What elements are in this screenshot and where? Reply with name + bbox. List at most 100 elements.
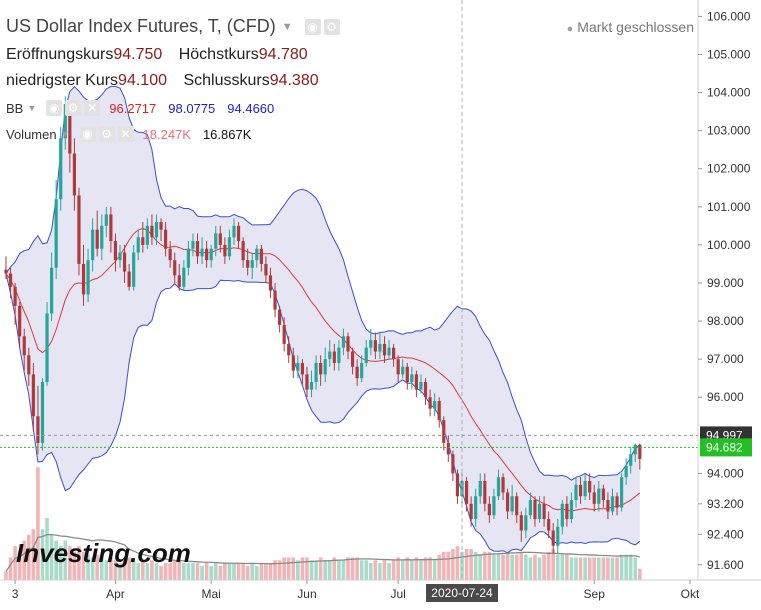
chevron-down-icon[interactable]: ▼ [27,103,37,113]
candle [31,362,35,432]
volume-bar [574,557,578,580]
volume-bar [13,546,17,580]
candle-body [574,484,578,501]
candle [624,458,628,485]
gear-icon[interactable]: ⚙ [323,18,340,35]
candle [341,328,346,356]
price-tick-label: 94.000 [707,466,744,480]
volume-bar [337,560,341,580]
candle [597,480,601,512]
candle [214,225,218,257]
candle-body [442,420,446,443]
candle-body [77,195,81,264]
candle-body [378,343,382,352]
candle [177,263,181,291]
candle [27,347,31,386]
volume-bar [72,551,77,580]
candle-body [68,104,72,154]
eye-icon[interactable]: ◉ [79,126,96,142]
chart-title[interactable]: US Dollar Index Futures, T, (CFD) [6,16,276,36]
volume-bar [583,557,587,580]
volume-bar [610,557,615,580]
candle-body [423,381,428,398]
volume-bar [423,557,428,580]
candle [223,237,227,264]
candle [610,488,615,516]
gear-icon[interactable]: ⚙ [98,126,115,142]
volume-bar [273,560,277,580]
candle [154,214,159,245]
chevron-down-icon[interactable]: ▼ [60,129,70,139]
candle-body [360,362,364,379]
eye-icon[interactable]: ◉ [304,18,321,35]
candlestick-series [4,96,642,554]
candle-body [478,480,482,497]
candle [382,336,387,363]
volume-bar [560,554,565,580]
volume-bar [569,557,574,580]
candle [410,366,414,390]
volume-bar [551,549,555,580]
volume-bar [638,568,642,580]
candle-body [533,500,537,520]
crosshair-date-label: 2020-07-24 [431,586,493,600]
candle-body [182,267,186,287]
volume-bar [227,563,232,580]
candle [556,519,560,554]
close-icon[interactable]: ✕ [117,126,134,142]
chevron-down-icon[interactable]: ▼ [281,20,293,33]
volume-bar [405,557,410,580]
candle-body [382,343,387,356]
candle-body [551,530,555,546]
candle-body [633,444,637,455]
volume-bar [546,551,551,580]
candle [337,340,341,371]
gear-icon[interactable]: ⚙ [65,100,82,116]
volume-bar [95,554,99,580]
candle-body [223,244,227,257]
close-icon[interactable]: ✕ [84,100,101,116]
candle [396,355,400,382]
candle [437,397,441,428]
volume-bar [359,560,364,580]
candle [195,233,200,264]
volume-bar [432,560,437,580]
candle [419,374,423,394]
candle [305,366,309,398]
candle [414,370,418,398]
volume-bar [209,565,213,580]
volume-bar [478,554,483,580]
volume-value-1: 18.247K [142,126,191,142]
candle [323,347,327,382]
volume-bar [68,546,72,580]
candle-body [154,222,159,238]
candle-body [332,351,336,363]
time-axis: 3 Apr Mai Jun Jul Sep Okt [0,579,761,601]
candle-body [118,252,122,261]
candle [524,507,528,539]
candle [227,229,232,261]
volume-bar [232,563,236,580]
candle [350,347,355,375]
candle [36,385,40,455]
volume-label[interactable]: Volumen [6,126,57,142]
candle-body [341,336,346,348]
candle [537,496,542,523]
bb-label[interactable]: BB [6,100,24,116]
candle-body [214,233,218,249]
candle [296,355,300,379]
candle-body [227,237,232,257]
candle [13,282,17,325]
candle-body [583,480,587,497]
price-axis: 106.000 105.000 104.000 103.000 102.000 101.0… [697,0,751,580]
candle [423,378,428,405]
volume-bar [487,551,492,580]
candle-body [501,477,505,493]
candle [332,343,336,371]
candle-body [387,347,391,356]
candle-body [496,477,501,497]
eye-icon[interactable]: ◉ [46,100,63,116]
candle [492,488,496,520]
